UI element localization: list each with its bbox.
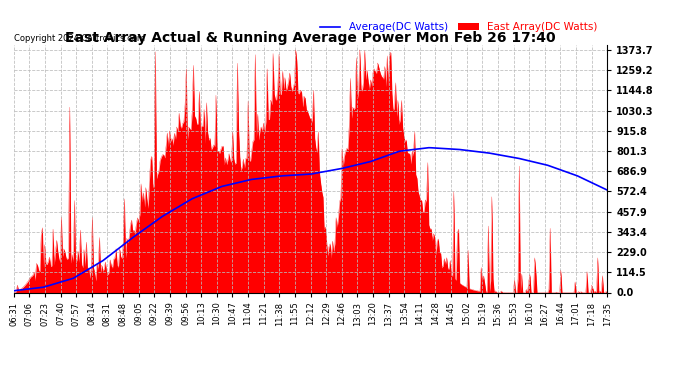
Text: Copyright 2024 Cartronics.com: Copyright 2024 Cartronics.com bbox=[14, 33, 145, 42]
Legend: Average(DC Watts), East Array(DC Watts): Average(DC Watts), East Array(DC Watts) bbox=[315, 18, 602, 36]
Title: East Array Actual & Running Average Power Mon Feb 26 17:40: East Array Actual & Running Average Powe… bbox=[65, 31, 556, 45]
